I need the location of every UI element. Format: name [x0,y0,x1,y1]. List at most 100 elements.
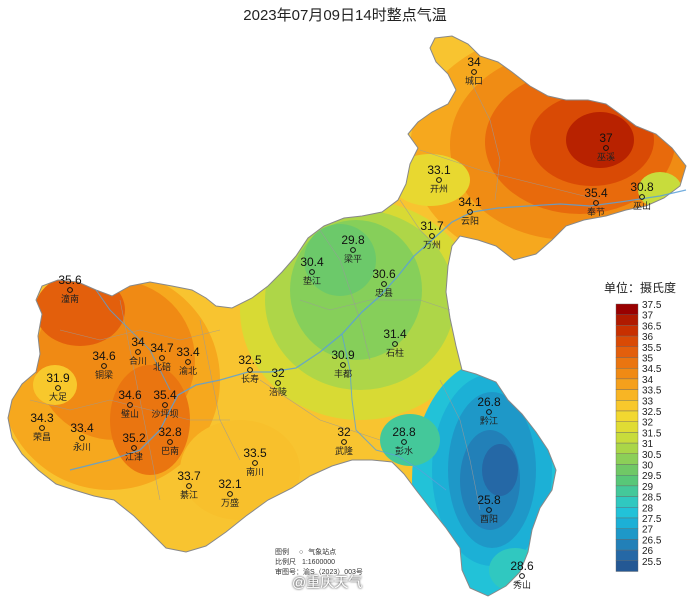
legend-tick-label: 35 [642,354,654,365]
station-marker: 34.6 铜梁 [92,349,116,381]
station-dot-icon [185,359,191,365]
station-name: 北碚 [153,361,171,373]
station-marker: 29.8 梁平 [341,233,365,265]
station-name: 铜梁 [95,369,113,381]
station-dot-icon [471,69,477,75]
footer-legend: 图例 ○ 气象站点 [275,548,336,557]
legend-swatch [615,314,639,326]
station-dot-icon [639,194,645,200]
station-name: 万盛 [221,497,239,509]
station-value: 30.9 [331,348,355,362]
legend-swatch [615,303,639,315]
station-marker: 30.4 垫江 [300,255,324,287]
station-marker: 35.6 潼南 [58,273,82,305]
legend-swatch [615,539,639,551]
station-marker: 35.4 奉节 [584,186,608,218]
legend-tick-label: 29.5 [642,471,662,482]
legend-tick-label: 34 [642,375,654,386]
legend-tick-label: 26 [642,546,654,557]
legend-swatch [615,357,639,369]
legend-tick-label: 29 [642,482,654,493]
legend-tick-label: 30.5 [642,450,662,461]
legend-swatch [615,453,639,465]
footer-scale-label: 比例尺 [275,559,296,566]
station-value: 33.7 [177,469,201,483]
station-dot-icon [252,460,258,466]
station-dot-icon [135,349,141,355]
station-name: 开州 [430,184,448,195]
legend-tick-label: 28.5 [642,493,662,504]
station-name: 酉阳 [480,514,498,525]
station-dot-icon [486,409,492,415]
legend-swatch [615,378,639,390]
station-symbol-icon: ○ [298,549,304,556]
legend-tick-label: 28 [642,503,654,514]
station-marker: 35.4 沙坪坝 [151,388,178,420]
footer-legend-item: 气象站点 [308,549,337,556]
station-value: 33.5 [243,446,267,460]
station-name: 城口 [465,76,483,87]
station-dot-icon [162,402,168,408]
station-marker: 32.5 长寿 [238,353,262,385]
station-value: 34 [467,55,481,69]
legend-swatch [615,335,639,347]
station-name: 巫溪 [597,151,615,163]
legend-tick-label: 37.5 [642,300,662,311]
legend-tick-label: 33 [642,396,654,407]
station-name: 丰都 [334,368,352,380]
station-value: 34.7 [150,341,174,355]
station-marker: 28.6 秀山 [510,559,534,591]
station-dot-icon [341,439,347,445]
station-name: 巫山 [633,201,651,212]
station-marker: 34.1 云阳 [458,195,482,227]
station-value: 33.4 [176,345,200,359]
station-marker: 33.5 南川 [243,446,267,478]
station-dot-icon [39,425,45,431]
station-value: 28.6 [510,559,534,573]
legend-swatch [615,346,639,358]
footer-approval: 审图号：渝S（2023）003号 [275,568,363,577]
station-marker: 28.8 彭水 [392,425,416,457]
station-marker: 30.6 忠县 [372,267,396,299]
legend-tick-label: 32.5 [642,407,662,418]
legend-swatch [615,464,639,476]
station-value: 28.8 [392,425,416,439]
station-name: 大足 [49,391,67,403]
station-name: 云阳 [461,216,479,227]
station-dot-icon [167,439,173,445]
station-dot-icon [309,269,315,275]
station-value: 31.4 [383,327,407,341]
footer-approval-value: 渝S（2023）003号 [303,569,363,576]
station-dot-icon [186,483,192,489]
legend-swatch [615,474,639,487]
station-dot-icon [392,341,398,347]
footer-legend-label: 图例 [275,549,289,556]
footer-approval-label: 审图号： [275,569,303,576]
station-dot-icon [55,385,61,391]
station-dot-icon [467,209,473,215]
jialing-river [95,289,171,391]
station-marker: 35.2 江津 [122,431,146,463]
legend-tick-label: 35.5 [642,343,662,354]
legend-tick-label: 25.5 [642,557,662,568]
station-dot-icon [401,439,407,445]
station-dot-icon [519,573,525,579]
station-name: 璧山 [121,408,139,420]
station-value: 32.8 [158,425,182,439]
station-name: 梁平 [344,253,362,265]
station-marker: 32.8 巴南 [158,425,182,457]
station-marker: 31.9 大足 [46,371,70,403]
legend-swatch [615,325,639,337]
legend-swatch [615,496,639,508]
station-value: 32 [337,425,351,439]
legend-swatch [615,507,639,519]
legend-swatch [615,400,639,412]
station-dot-icon [275,380,281,386]
station-marker: 30.9 丰都 [331,348,355,380]
station-marker: 34.3 荣昌 [30,411,54,443]
station-dot-icon [247,367,253,373]
station-value: 31.7 [420,219,444,233]
station-marker: 32 涪陵 [269,366,287,398]
station-value: 30.4 [300,255,324,269]
